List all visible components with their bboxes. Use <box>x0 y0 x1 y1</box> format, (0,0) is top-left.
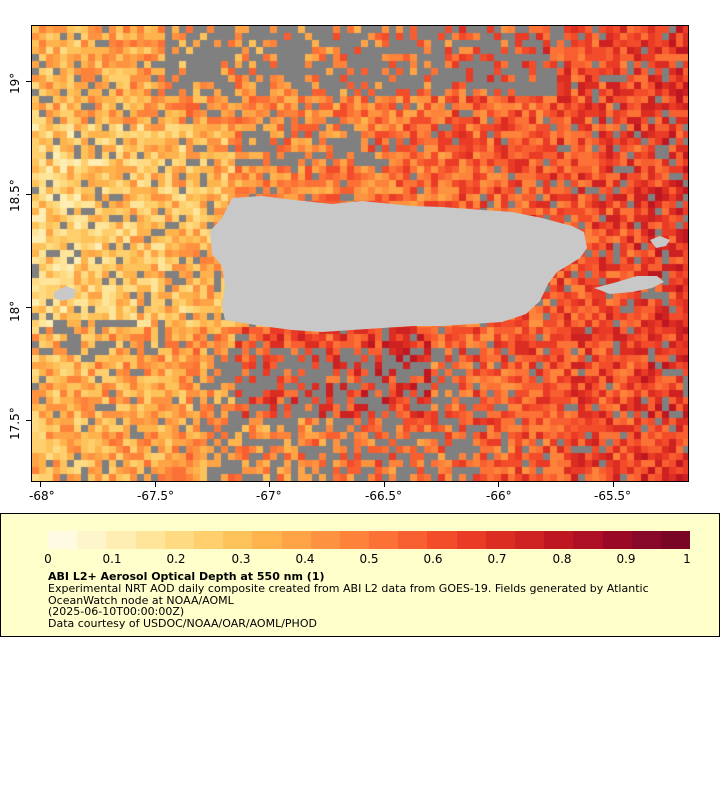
puerto-rico-island <box>210 196 587 332</box>
mona-island <box>54 286 76 301</box>
colorbar-swatch <box>48 531 78 549</box>
colorbar-label: 0.2 <box>166 552 186 566</box>
legend-panel: 0 0.1 0.2 0.3 0.4 0.5 0.6 0.7 0.8 0.9 1 … <box>0 513 720 637</box>
lat-tick-mark <box>26 307 31 308</box>
legend-description-line: Experimental NRT AOD daily composite cre… <box>48 582 649 595</box>
colorbar-swatch <box>252 531 282 549</box>
legend-description-line: Data courtesy of USDOC/NOAA/OAR/AOML/PHO… <box>48 616 317 630</box>
lon-tick-mark <box>498 482 499 487</box>
colorbar-swatch <box>281 531 311 549</box>
colorbar <box>48 531 691 549</box>
lon-tick-label: -67.5° <box>137 489 175 503</box>
lon-tick-mark <box>269 482 270 487</box>
colorbar-label: 0.7 <box>487 552 507 566</box>
lat-tick-mark <box>26 81 31 82</box>
lat-tick-label: 18° <box>8 300 22 322</box>
colorbar-label: 0.9 <box>616 552 636 566</box>
colorbar-label: 1 <box>683 552 691 566</box>
colorbar-label: 0.8 <box>552 552 572 566</box>
colorbar-swatch <box>223 531 253 549</box>
colorbar-label: 0.4 <box>295 552 315 566</box>
land-mask <box>54 196 670 332</box>
lon-tick-label: -65.5° <box>594 489 632 503</box>
lon-tick-label: -67° <box>256 489 282 503</box>
lon-tick-mark <box>40 482 41 487</box>
colorbar-label: 0.6 <box>423 552 443 566</box>
colorbar-label: 0.1 <box>102 552 122 566</box>
legend-description: Experimental NRT AOD daily composite cre… <box>48 583 678 629</box>
colorbar-swatch <box>135 531 165 549</box>
lat-tick-mark <box>26 420 31 421</box>
colorbar-swatch <box>515 531 545 549</box>
culebra-island <box>650 236 670 248</box>
lat-tick-label: 18.5° <box>8 179 22 212</box>
colorbar-swatch <box>631 531 661 549</box>
colorbar-label: 0.3 <box>231 552 251 566</box>
colorbar-swatch <box>544 531 574 549</box>
vieques-island <box>594 276 664 294</box>
colorbar-swatch <box>106 531 136 549</box>
colorbar-swatch <box>164 531 194 549</box>
colorbar-swatch <box>602 531 632 549</box>
lat-tick-label: 17.5° <box>8 407 22 440</box>
aod-map <box>31 25 689 482</box>
colorbar-swatch <box>573 531 603 549</box>
legend-description-line: (2025-06-10T00:00:00Z) <box>48 605 185 618</box>
legend-title: ABI L2+ Aerosol Optical Depth at 550 nm … <box>48 570 325 583</box>
lat-tick-mark <box>26 194 31 195</box>
colorbar-swatch <box>310 531 340 549</box>
colorbar-swatch <box>456 531 486 549</box>
colorbar-swatch <box>485 531 515 549</box>
colorbar-swatch <box>427 531 457 549</box>
lon-tick-label: -66.5° <box>365 489 403 503</box>
colorbar-swatch <box>369 531 399 549</box>
colorbar-swatch <box>660 531 691 549</box>
lon-tick-mark <box>384 482 385 487</box>
lon-tick-label: -66° <box>486 489 512 503</box>
colorbar-swatch <box>398 531 428 549</box>
lon-tick-mark <box>155 482 156 487</box>
lon-tick-mark <box>613 482 614 487</box>
colorbar-swatch <box>339 531 370 549</box>
legend-description-line: OceanWatch node at NOAA/AOML <box>48 593 234 607</box>
colorbar-label: 0 <box>44 552 52 566</box>
colorbar-swatch <box>77 531 107 549</box>
lon-tick-label: -68° <box>29 489 55 503</box>
lat-tick-label: 19° <box>8 72 22 94</box>
colorbar-swatch <box>193 531 224 549</box>
colorbar-label: 0.5 <box>359 552 379 566</box>
